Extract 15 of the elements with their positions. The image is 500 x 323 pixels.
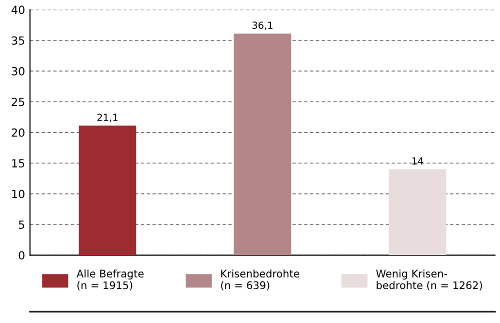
data-label: 21,1 <box>97 114 118 122</box>
y-tick-label: 20 <box>12 128 24 137</box>
y-tick-label: 5 <box>18 220 24 229</box>
y-tick-label: 0 <box>18 251 24 260</box>
y-tick-label: 35 <box>12 36 24 45</box>
y-tick-label: 25 <box>12 98 24 106</box>
data-label: 14 <box>412 157 424 164</box>
y-tick-label: 40 <box>12 6 24 14</box>
legend-label: Wenig Krisen- bedrohte (n = 1262) <box>376 269 482 290</box>
y-tick-label: 10 <box>12 190 24 198</box>
y-tick-label: 15 <box>12 159 24 168</box>
legend-label: Alle Befragte (n = 1915) <box>76 269 144 290</box>
data-label: 36,1 <box>252 22 272 30</box>
y-tick-label: 30 <box>12 67 24 76</box>
legend-label: Krisenbedrohte (n = 639) <box>221 269 300 290</box>
